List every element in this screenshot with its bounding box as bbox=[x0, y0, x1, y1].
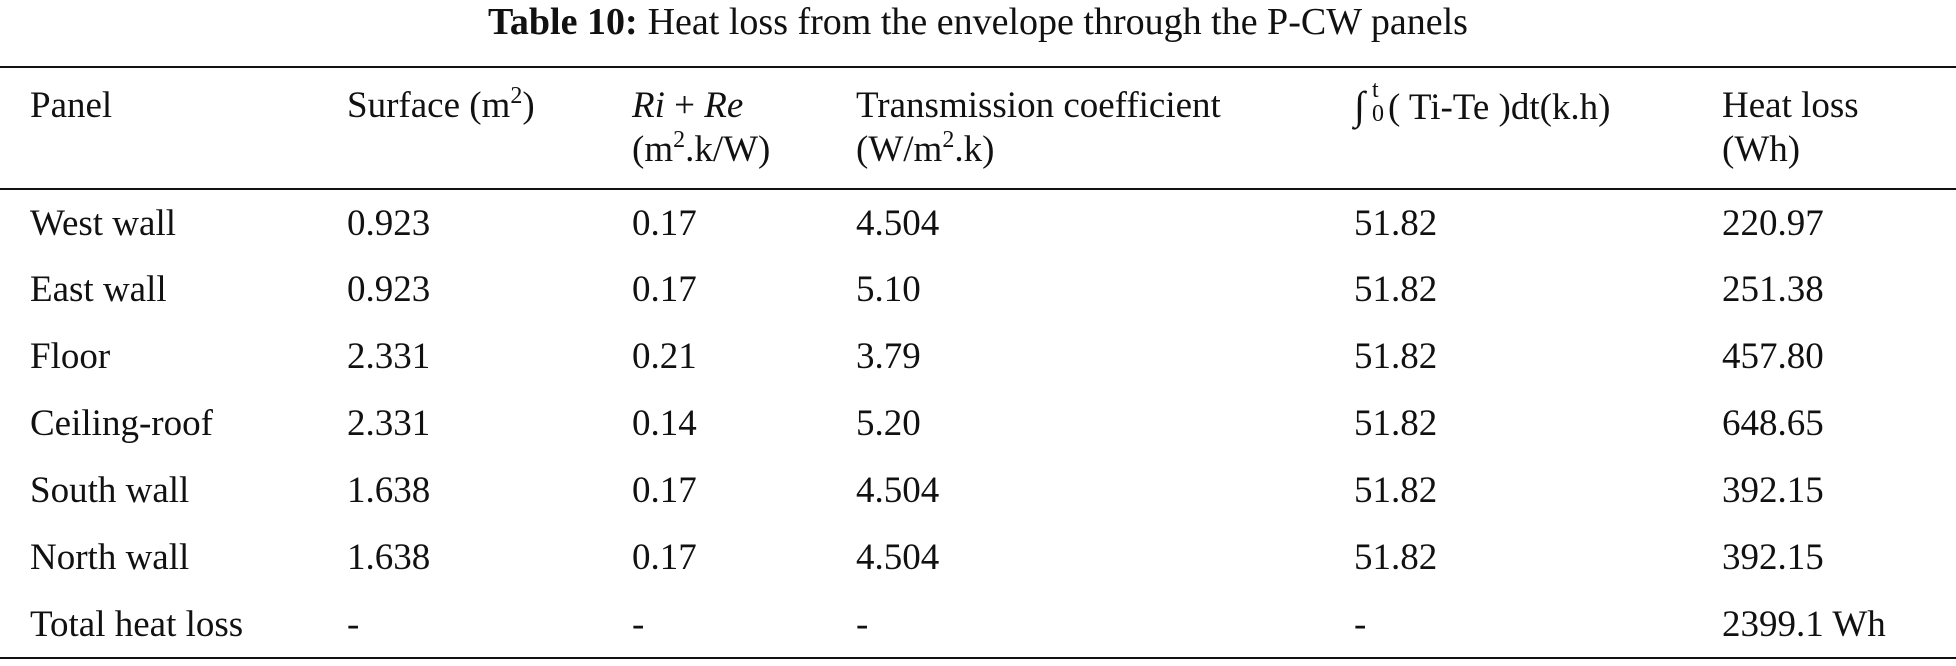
table-row: East wall 0.923 0.17 5.10 51.82 251.38 bbox=[0, 256, 1956, 323]
table-cell: 648.65 bbox=[1722, 403, 1824, 444]
table-cell: 51.82 bbox=[1354, 470, 1438, 511]
table-cell: 251.38 bbox=[1722, 269, 1824, 310]
header-text: Transmission coefficient bbox=[856, 85, 1221, 126]
table-cell: 4.504 bbox=[856, 470, 940, 511]
row-label: Total heat loss bbox=[30, 603, 244, 645]
header-text: Panel bbox=[30, 85, 113, 126]
table-row: Ceiling-roof 2.331 0.14 5.20 51.82 648.65 bbox=[0, 390, 1956, 457]
row-label: South wall bbox=[30, 470, 190, 511]
header-cell: ∫ t 0( Ti-Te )dt(k.h) bbox=[1354, 77, 1611, 128]
table-cell: 220.97 bbox=[1722, 202, 1824, 244]
table-cell: - bbox=[632, 603, 645, 645]
table-cell: 4.504 bbox=[856, 202, 940, 244]
table-cell: 0.923 bbox=[347, 202, 431, 244]
table-cell: 392.15 bbox=[1722, 537, 1824, 578]
row-label: East wall bbox=[30, 269, 167, 310]
table-cell: 0.17 bbox=[632, 269, 697, 310]
row-label: West wall bbox=[30, 202, 177, 244]
header-text: Ri bbox=[632, 85, 665, 126]
table-cell: - bbox=[347, 603, 360, 645]
table-cell: 4.504 bbox=[856, 537, 940, 578]
table-cell: 3.79 bbox=[856, 336, 921, 377]
table-cell: 2399.1 Wh bbox=[1722, 603, 1886, 645]
table-cell: 0.17 bbox=[632, 202, 697, 244]
row-label: North wall bbox=[30, 537, 190, 578]
header-text: Surface (m bbox=[347, 85, 511, 126]
header-text: ( Ti-Te )dt(k.h) bbox=[1388, 87, 1611, 128]
table-cell: 51.82 bbox=[1354, 202, 1438, 244]
table-row: South wall 1.638 0.17 4.504 51.82 392.15 bbox=[0, 457, 1956, 524]
table-header: Panel Surface (m2) Ri + Re (m2.k/W) Trans… bbox=[0, 67, 1956, 189]
table-cell: - bbox=[856, 603, 869, 645]
table-cell: 457.80 bbox=[1722, 336, 1824, 377]
table-cell: 51.82 bbox=[1354, 537, 1438, 578]
header-cell: Ri + Re (m2.k/W) bbox=[632, 67, 856, 189]
header-text: Heat loss bbox=[1722, 85, 1859, 126]
table-cell: 1.638 bbox=[347, 470, 431, 511]
table-row: North wall 1.638 0.17 4.504 51.82 392.15 bbox=[0, 524, 1956, 591]
table-row: West wall 0.923 0.17 4.504 51.82 220.97 bbox=[0, 189, 1956, 256]
table-cell: 0.14 bbox=[632, 403, 697, 444]
header-text: .k) bbox=[954, 129, 995, 170]
table-cell: 2.331 bbox=[347, 336, 431, 377]
table-cell: 2.331 bbox=[347, 403, 431, 444]
header-row: Panel Surface (m2) Ri + Re (m2.k/W) Trans… bbox=[0, 67, 1956, 189]
row-label: Ceiling-roof bbox=[30, 403, 213, 444]
table-cell: - bbox=[1354, 603, 1367, 645]
table-cell: 0.21 bbox=[632, 336, 697, 377]
data-table: Panel Surface (m2) Ri + Re (m2.k/W) Trans… bbox=[0, 66, 1956, 659]
header-text: (m bbox=[632, 129, 674, 170]
table-cell: 0.17 bbox=[632, 537, 697, 578]
table-row: Floor 2.331 0.21 3.79 51.82 457.80 bbox=[0, 323, 1956, 390]
table-cell: 0.923 bbox=[347, 269, 431, 310]
header-text: Re bbox=[704, 85, 744, 126]
header-text: + bbox=[664, 85, 705, 126]
table-cell: 51.82 bbox=[1354, 269, 1438, 310]
table-cell: 392.15 bbox=[1722, 470, 1824, 511]
table-row: Total heat loss - - - - 2399.1 Wh bbox=[0, 591, 1956, 658]
table-cell: 1.638 bbox=[347, 537, 431, 578]
header-cell: Heat loss (Wh) bbox=[1722, 67, 1956, 189]
table-cell: 51.82 bbox=[1354, 403, 1438, 444]
table-cell: 5.20 bbox=[856, 403, 921, 444]
caption-label: Table 10: bbox=[488, 1, 638, 43]
header-sup: 2 bbox=[942, 127, 955, 153]
header-text: (W/m bbox=[856, 129, 943, 170]
header-text: ) bbox=[522, 85, 535, 126]
header-cell: Surface (m2) bbox=[347, 67, 632, 189]
table-cell: 5.10 bbox=[856, 269, 921, 310]
header-cell: Panel bbox=[0, 67, 347, 189]
caption-text: Heat loss from the envelope through the … bbox=[647, 1, 1468, 43]
table-caption: Table 10: Heat loss from the envelope thr… bbox=[0, 0, 1956, 66]
row-label: Floor bbox=[30, 336, 111, 377]
header-text: .k/W) bbox=[685, 129, 771, 170]
table-body: West wall 0.923 0.17 4.504 51.82 220.97 East w… bbox=[0, 189, 1956, 658]
integral-sign: ∫ bbox=[1354, 83, 1365, 128]
header-sup: 2 bbox=[510, 83, 523, 109]
header-cell: Transmission coefficient (W/m2.k) bbox=[856, 67, 1354, 189]
table-cell: 0.17 bbox=[632, 470, 697, 511]
header-sup: 2 bbox=[673, 127, 686, 153]
header-text: (Wh) bbox=[1722, 129, 1801, 170]
table-cell: 51.82 bbox=[1354, 336, 1438, 377]
